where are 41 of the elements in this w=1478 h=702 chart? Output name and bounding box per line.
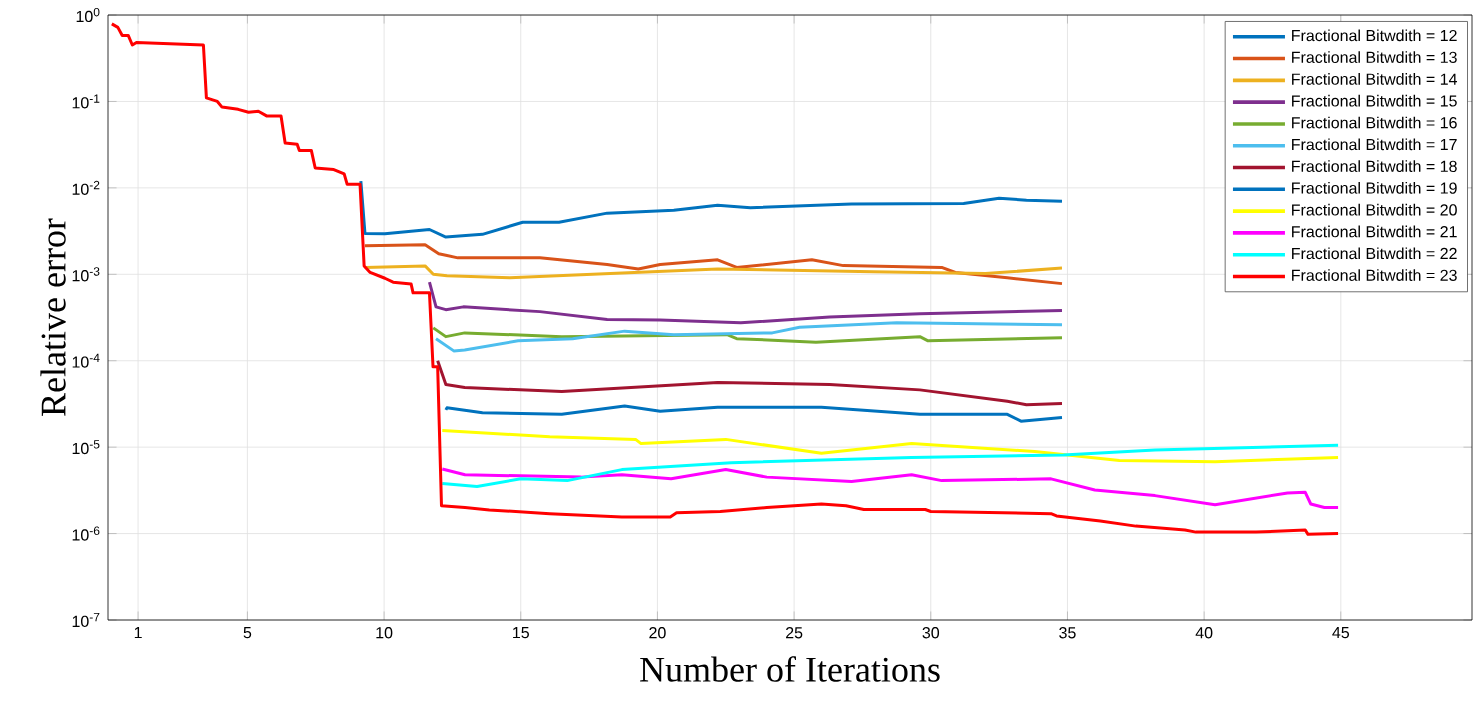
y-tick-label: 10$^{0}$ <box>76 7 100 23</box>
legend-label: Fractional Bitwdith = 18 <box>1292 160 1457 172</box>
legend-label: Fractional Bitwdith = 17 <box>1292 138 1457 151</box>
x-tick-label: 45 <box>1332 627 1350 639</box>
legend-label: Fractional Bitwdith = 14 <box>1292 73 1458 85</box>
y-tick-label: 10$^{-1}$ <box>72 94 100 109</box>
legend-label: Fractional Bitwdith = 22 <box>1292 247 1457 260</box>
y-tick-label: 10$^{-6}$ <box>72 526 100 541</box>
legend-label: Fractional Bitwdith = 20 <box>1292 203 1457 216</box>
legend-label: Fractional Bitwdith = 13 <box>1292 51 1457 64</box>
y-tick-label: 10$^{-3}$ <box>72 267 100 282</box>
legend-label: Fractional Bitwdith = 12 <box>1292 29 1457 42</box>
legend-label: Fractional Bitwdith = 19 <box>1292 182 1457 194</box>
line-series <box>440 467 1340 510</box>
y-tick-label: 10$^{-4}$ <box>72 353 100 368</box>
x-tick-label: 5 <box>243 627 252 639</box>
x-tick-label: 15 <box>513 627 529 639</box>
x-axis-title: Number of Iterations <box>640 656 940 682</box>
line-series <box>436 359 1064 407</box>
y-tick-label: 10$^{-7}$ <box>72 612 100 628</box>
legend-label: Fractional Bitwdith = 23 <box>1292 269 1457 281</box>
x-tick-label: 10 <box>376 627 393 639</box>
legend-label: Fractional Bitwdith = 21 <box>1292 225 1457 238</box>
line-series <box>434 321 1064 353</box>
line-series <box>444 404 1064 423</box>
line-series <box>440 428 1340 464</box>
line-series <box>363 243 1064 286</box>
line-series <box>440 443 1340 489</box>
x-tick-label: 1 <box>134 627 142 639</box>
y-axis-title: Relative error <box>40 218 66 416</box>
y-tick-label: 10$^{-5}$ <box>72 440 100 455</box>
x-tick-label: 35 <box>1059 627 1076 639</box>
legend-label: Fractional Bitwdith = 15 <box>1292 94 1457 107</box>
legend-label: Fractional Bitwdith = 16 <box>1292 116 1457 129</box>
x-tick-label: 25 <box>786 627 803 639</box>
x-tick-label: 40 <box>1195 627 1213 639</box>
line-series <box>427 280 1064 325</box>
y-tick-label: 10$^{-2}$ <box>72 180 100 195</box>
x-tick-label: 20 <box>649 627 666 639</box>
x-tick-label: 30 <box>922 627 940 639</box>
line-series <box>359 179 1064 239</box>
